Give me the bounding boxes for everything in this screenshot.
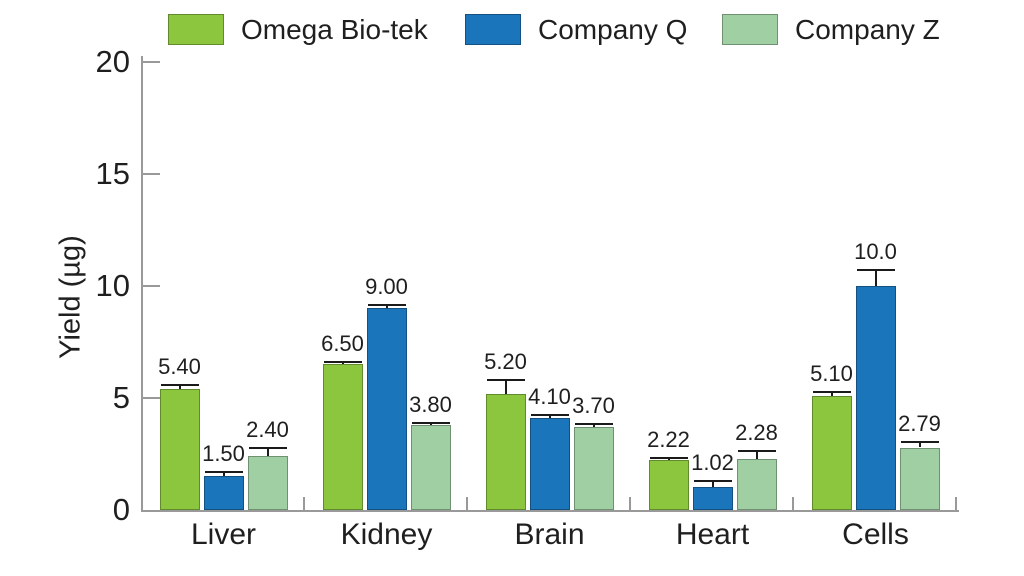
category-label: Cells — [842, 518, 909, 551]
error-bar-cap — [856, 269, 895, 272]
value-label: 10.0 — [854, 239, 897, 265]
error-bar-cap — [248, 447, 287, 450]
x-tick — [792, 497, 794, 510]
x-tick — [629, 497, 631, 510]
value-label: 2.79 — [898, 410, 941, 436]
legend-swatch — [168, 14, 224, 45]
y-tick-label: 15 — [95, 156, 130, 191]
error-bar-cap — [323, 361, 362, 364]
error-bar-cap — [693, 480, 732, 483]
legend-swatch — [465, 14, 521, 45]
error-bar-cap — [411, 422, 450, 425]
error-bar-cap — [900, 440, 939, 443]
error-bar-whisker — [830, 392, 833, 396]
error-bar-cap — [812, 391, 851, 394]
x-axis-line — [141, 510, 959, 512]
y-tick — [142, 285, 160, 287]
error-bar-whisker — [755, 451, 758, 459]
y-tick — [142, 173, 160, 175]
legend-label: Company Z — [795, 13, 940, 45]
bar — [648, 460, 689, 510]
bar — [366, 308, 407, 510]
bar — [692, 487, 733, 510]
x-tick — [303, 497, 305, 510]
value-label: 1.02 — [691, 450, 734, 476]
category-label: Brain — [514, 518, 585, 551]
error-bar-whisker — [341, 362, 344, 365]
bar — [899, 447, 940, 510]
bar — [736, 458, 777, 510]
error-bar-whisker — [711, 481, 714, 488]
error-bar-cap — [160, 383, 199, 386]
error-bar-whisker — [592, 423, 595, 428]
bar — [159, 389, 200, 510]
value-label: 3.80 — [409, 392, 452, 418]
value-label: 5.20 — [484, 349, 527, 375]
y-tick — [142, 61, 160, 63]
value-label: 1.50 — [202, 440, 245, 466]
bar — [485, 393, 526, 510]
legend-item: Omega Bio-tek — [168, 12, 428, 47]
error-bar-whisker — [548, 414, 551, 419]
error-bar-cap — [574, 422, 613, 425]
y-tick — [142, 397, 160, 399]
error-bar-whisker — [918, 441, 921, 448]
error-bar-whisker — [266, 448, 269, 457]
category-label: Heart — [675, 518, 750, 551]
error-bar-whisker — [504, 380, 507, 394]
error-bar-cap — [649, 457, 688, 460]
error-bar-whisker — [874, 270, 877, 286]
x-tick — [466, 497, 468, 510]
legend-label: Company Q — [538, 13, 688, 45]
legend-item: Company Q — [465, 12, 687, 47]
legend-item: Company Z — [722, 12, 940, 47]
y-tick-label: 0 — [112, 492, 130, 527]
category-label: Liver — [190, 518, 257, 551]
bar — [322, 364, 363, 510]
category-label: Kidney — [340, 518, 433, 551]
value-label: 9.00 — [365, 274, 408, 300]
legend-label: Omega Bio-tek — [241, 13, 428, 45]
error-bar-cap — [530, 413, 569, 416]
y-axis-line — [141, 56, 143, 512]
y-tick-label: 10 — [95, 268, 130, 303]
bar — [410, 424, 451, 510]
x-tick — [955, 497, 957, 510]
bar — [855, 286, 896, 510]
bar — [529, 418, 570, 510]
bar — [203, 476, 244, 510]
error-bar-cap — [367, 304, 406, 307]
value-label: 5.40 — [158, 353, 201, 379]
value-label: 6.50 — [321, 331, 364, 357]
value-label: 5.10 — [810, 361, 853, 387]
bar — [573, 427, 614, 510]
error-bar-whisker — [178, 384, 181, 390]
value-label: 4.10 — [528, 383, 571, 409]
error-bar-cap — [486, 379, 525, 382]
error-bar-whisker — [222, 471, 225, 477]
value-label: 2.40 — [246, 417, 289, 443]
value-label: 2.28 — [735, 420, 778, 446]
value-label: 3.70 — [572, 392, 615, 418]
bar — [247, 456, 288, 510]
y-tick-label: 20 — [95, 44, 130, 79]
error-bar-cap — [737, 450, 776, 453]
y-tick-label: 5 — [112, 380, 130, 415]
error-bar-cap — [204, 470, 243, 473]
value-label: 2.22 — [647, 427, 690, 453]
legend-swatch — [722, 14, 778, 45]
error-bar-whisker — [385, 305, 388, 309]
bar — [811, 395, 852, 510]
